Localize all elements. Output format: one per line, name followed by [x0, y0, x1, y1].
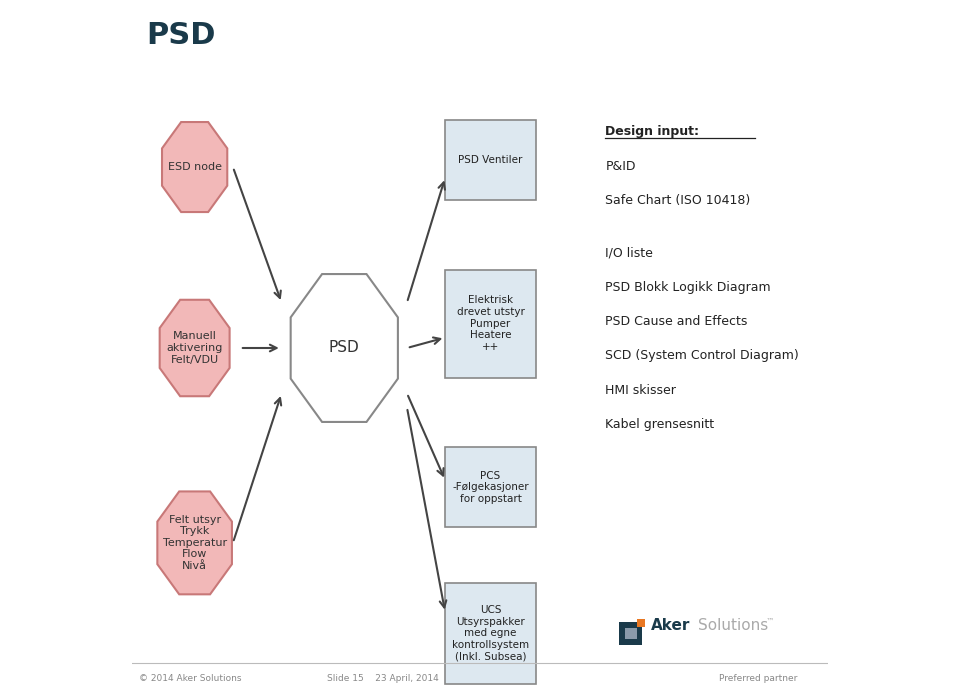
Text: PCS
-Følgekasjoner
for oppstart: PCS -Følgekasjoner for oppstart: [452, 470, 529, 504]
Polygon shape: [159, 300, 229, 396]
Text: Kabel grensesnitt: Kabel grensesnitt: [605, 418, 714, 431]
Text: Felt utsyr
Trykk
Temperatur
Flow
Nivå: Felt utsyr Trykk Temperatur Flow Nivå: [162, 514, 227, 571]
Bar: [445, 269, 536, 377]
Text: Manuell
aktivering
Felt/VDU: Manuell aktivering Felt/VDU: [166, 331, 223, 365]
Text: PSD Cause and Effects: PSD Cause and Effects: [605, 315, 748, 328]
Text: Aker: Aker: [651, 618, 690, 633]
Bar: [445, 583, 536, 683]
Text: Preferred partner: Preferred partner: [719, 674, 798, 683]
Text: Design input:: Design input:: [605, 125, 699, 139]
Bar: [626, 628, 636, 639]
Bar: [636, 619, 645, 627]
Text: Safe Chart (ISO 10418): Safe Chart (ISO 10418): [605, 194, 751, 207]
Text: PSD: PSD: [329, 340, 360, 356]
Polygon shape: [157, 491, 232, 594]
Text: PSD Ventiler: PSD Ventiler: [458, 155, 522, 165]
Text: ESD node: ESD node: [168, 162, 222, 172]
Bar: [445, 448, 536, 528]
Text: Elektrisk
drevet utstyr
Pumper
Heatere
++: Elektrisk drevet utstyr Pumper Heatere +…: [457, 295, 524, 352]
Text: P&ID: P&ID: [605, 159, 636, 173]
Text: HMI skisser: HMI skisser: [605, 383, 676, 397]
Text: UCS
Utsyrspakker
med egne
kontrollsystem
(Inkl. Subsea): UCS Utsyrspakker med egne kontrollsystem…: [452, 605, 529, 662]
Text: I/O liste: I/O liste: [605, 246, 653, 260]
Text: PSD Blokk Logikk Diagram: PSD Blokk Logikk Diagram: [605, 280, 771, 294]
Text: © 2014 Aker Solutions: © 2014 Aker Solutions: [139, 674, 242, 683]
Polygon shape: [291, 274, 397, 422]
Text: ™: ™: [765, 617, 774, 626]
Text: PSD: PSD: [146, 21, 215, 50]
Bar: [445, 120, 536, 200]
Text: SCD (System Control Diagram): SCD (System Control Diagram): [605, 349, 799, 363]
Polygon shape: [162, 122, 228, 212]
Text: Slide 15    23 April, 2014: Slide 15 23 April, 2014: [326, 674, 439, 683]
Bar: [619, 622, 642, 645]
Text: Solutions: Solutions: [698, 618, 768, 633]
